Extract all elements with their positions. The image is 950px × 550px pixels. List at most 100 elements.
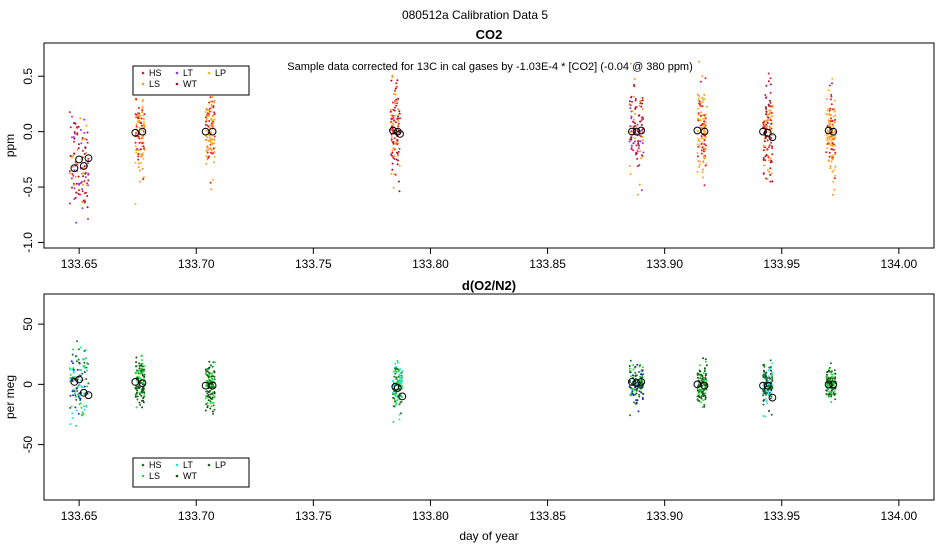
data-point [825,376,828,379]
data-point [834,130,837,133]
data-point [768,131,771,134]
data-point [833,188,836,191]
mean-marker [763,381,772,390]
data-point [700,152,703,155]
data-point [141,362,144,365]
data-point [696,129,699,132]
data-point [213,375,216,378]
data-point [828,109,831,112]
data-point [769,136,772,139]
data-point [636,363,639,366]
data-point [704,358,707,361]
data-point [398,147,401,150]
data-point [74,196,77,199]
data-point [637,142,640,145]
data-point [138,141,141,144]
data-point [831,142,834,144]
data-point [208,360,211,363]
data-point [769,180,772,183]
data-point [703,143,706,146]
data-point [832,180,835,183]
data-point [826,375,829,378]
data-point [206,136,209,139]
data-point [87,162,89,165]
data-point [213,139,216,142]
data-point [768,366,771,369]
data-point [69,126,72,129]
mean-marker [70,378,79,386]
legend-marker [207,463,211,467]
data-point [77,193,80,195]
data-point [639,364,642,367]
data-point [86,141,89,144]
x-tick-label: 133.70 [178,257,215,271]
mean-marker [829,380,838,389]
legend-label: LS [149,79,160,89]
data-point [208,107,211,110]
data-point [831,170,834,173]
data-point [390,138,393,141]
data-point [697,98,700,101]
data-point [769,101,772,104]
data-point [395,403,398,406]
data-point [762,121,765,124]
data-point [828,121,830,124]
mean-marker [138,127,147,136]
data-point [391,151,394,154]
data-point [701,377,704,380]
data-point [770,119,773,122]
data-point [68,202,71,205]
data-point [77,125,80,128]
data-point [766,139,769,142]
data-point [213,371,216,374]
data-point [83,132,86,134]
data-point [696,387,699,390]
data-point [211,401,213,404]
data-point [699,388,702,391]
data-point [397,380,400,383]
data-point [825,134,828,137]
data-point [628,367,631,370]
data-point [827,114,830,116]
data-point [86,385,89,388]
data-point [139,364,142,367]
data-point [701,374,704,377]
data-point [71,115,73,118]
data-point [701,101,704,103]
data-point [628,164,631,167]
data-point [205,120,207,123]
data-point [825,113,828,116]
data-point [71,376,74,379]
data-point [87,157,90,160]
data-point [767,113,770,116]
data-point [209,138,212,141]
data-point [630,96,633,99]
data-point [139,381,142,384]
data-point [700,111,703,114]
data-point [769,109,772,112]
data-point [704,118,707,121]
data-point [207,125,210,128]
data-point [765,123,768,126]
data-point [704,394,707,397]
data-point [69,406,72,409]
data-point [71,353,74,356]
data-point [703,93,706,96]
data-point [633,389,636,392]
data-point [703,129,706,132]
data-point [831,120,834,122]
data-point [397,124,400,127]
data-point [72,166,74,168]
data-point [142,141,145,144]
data-point [700,143,703,145]
mean-marker [632,127,641,136]
data-point [72,371,75,374]
data-point [205,403,208,406]
data-point [826,125,829,127]
data-point [213,396,215,399]
data-point [72,388,75,391]
data-point [398,190,401,193]
data-point [209,402,212,405]
data-point [390,172,393,175]
data-point [630,144,633,147]
